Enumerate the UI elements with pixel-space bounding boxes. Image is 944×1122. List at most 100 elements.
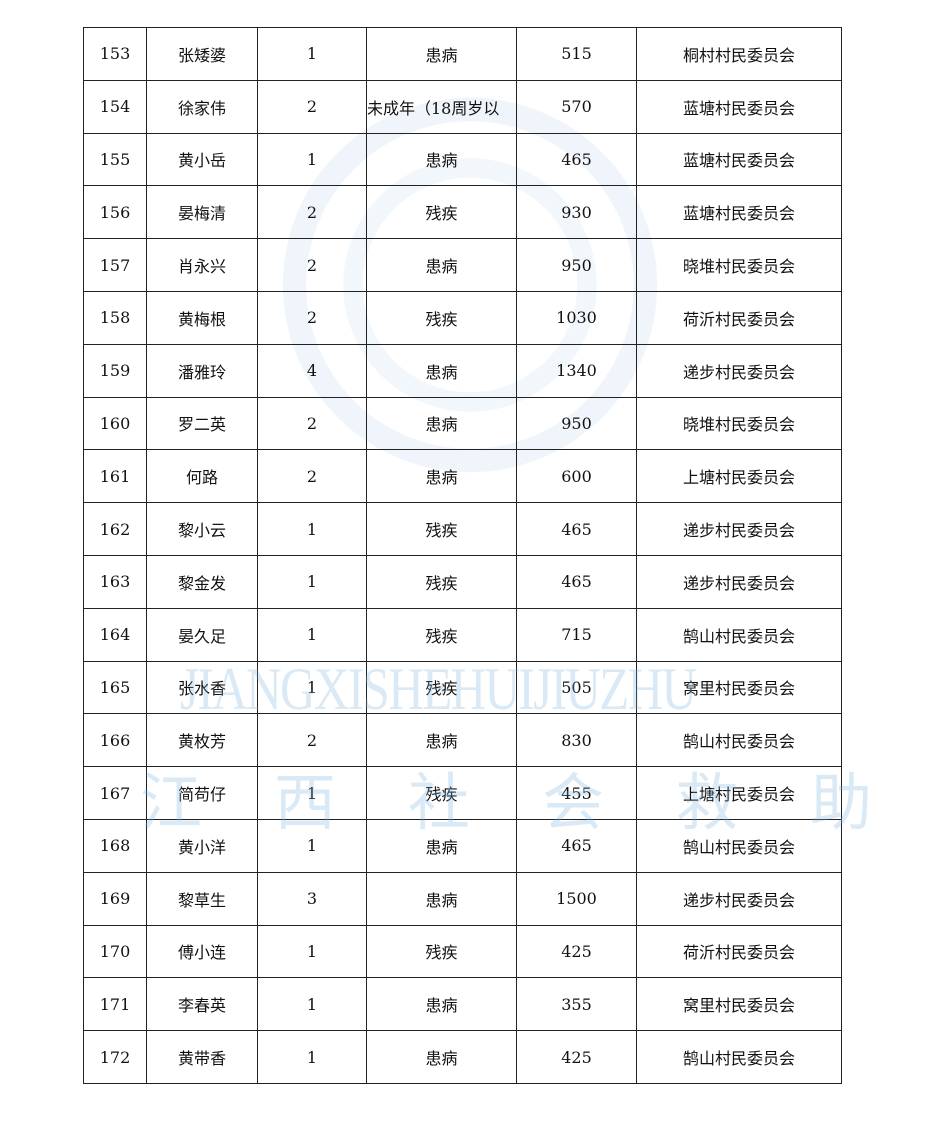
cell-village-committee: 鹄山村民委员会 <box>636 607 842 662</box>
cell-row-number: 172 <box>83 1030 147 1084</box>
cell-name: 黄枚芳 <box>146 713 258 768</box>
cell-amount: 930 <box>516 185 637 240</box>
cell-amount: 830 <box>516 713 637 768</box>
cell-village-committee: 荷沂村民委员会 <box>636 924 842 979</box>
cell-reason: 患病 <box>366 818 517 873</box>
cell-name: 张水香 <box>146 660 258 715</box>
cell-row-number: 165 <box>83 660 147 715</box>
cell-amount: 425 <box>516 924 637 979</box>
cell-reason: 残疾 <box>366 607 517 662</box>
cell-village-committee: 窝里村民委员会 <box>636 660 842 715</box>
cell-row-number: 167 <box>83 766 147 820</box>
cell-amount: 1500 <box>516 871 637 926</box>
cell-row-number: 153 <box>83 27 147 81</box>
table-row: 157 肖永兴 2 患病 950 晓堆村民委员会 <box>83 238 842 292</box>
cell-amount: 465 <box>516 554 637 609</box>
table-row: 160 罗二英 2 患病 950 晓堆村民委员会 <box>83 396 842 451</box>
cell-amount: 950 <box>516 396 637 451</box>
cell-reason: 未成年（18周岁以 <box>366 79 517 134</box>
cell-name: 罗二英 <box>146 396 258 451</box>
cell-row-number: 161 <box>83 449 147 504</box>
cell-household-size: 4 <box>257 343 367 398</box>
cell-household-size: 2 <box>257 185 367 240</box>
cell-amount: 950 <box>516 238 637 292</box>
cell-amount: 455 <box>516 766 637 820</box>
cell-village-committee: 递步村民委员会 <box>636 871 842 926</box>
cell-village-committee: 蓝塘村民委员会 <box>636 185 842 240</box>
cell-row-number: 169 <box>83 871 147 926</box>
cell-household-size: 1 <box>257 27 367 81</box>
cell-reason: 残疾 <box>366 924 517 979</box>
cell-row-number: 158 <box>83 290 147 345</box>
cell-amount: 515 <box>516 27 637 81</box>
cell-village-committee: 晓堆村民委员会 <box>636 238 842 292</box>
cell-reason: 患病 <box>366 871 517 926</box>
cell-village-committee: 晓堆村民委员会 <box>636 396 842 451</box>
cell-row-number: 160 <box>83 396 147 451</box>
table-row: 170 傅小连 1 残疾 425 荷沂村民委员会 <box>83 924 842 979</box>
cell-household-size: 1 <box>257 554 367 609</box>
cell-reason: 残疾 <box>366 554 517 609</box>
table-row: 155 黄小岳 1 患病 465 蓝塘村民委员会 <box>83 132 842 187</box>
cell-amount: 715 <box>516 607 637 662</box>
cell-reason: 患病 <box>366 27 517 81</box>
cell-row-number: 154 <box>83 79 147 134</box>
cell-name: 徐家伟 <box>146 79 258 134</box>
cell-amount: 355 <box>516 977 637 1032</box>
cell-village-committee: 蓝塘村民委员会 <box>636 132 842 187</box>
table-row: 159 潘雅玲 4 患病 1340 递步村民委员会 <box>83 343 842 398</box>
cell-village-committee: 窝里村民委员会 <box>636 977 842 1032</box>
cell-amount: 465 <box>516 132 637 187</box>
table-row: 171 李春英 1 患病 355 窝里村民委员会 <box>83 977 842 1032</box>
cell-name: 黎草生 <box>146 871 258 926</box>
cell-amount: 1340 <box>516 343 637 398</box>
cell-row-number: 156 <box>83 185 147 240</box>
cell-village-committee: 递步村民委员会 <box>636 554 842 609</box>
table-row: 161 何路 2 患病 600 上塘村民委员会 <box>83 449 842 504</box>
cell-name: 潘雅玲 <box>146 343 258 398</box>
table-row: 172 黄带香 1 患病 425 鹄山村民委员会 <box>83 1030 842 1084</box>
cell-household-size: 1 <box>257 818 367 873</box>
table-row: 162 黎小云 1 残疾 465 递步村民委员会 <box>83 502 842 556</box>
cell-row-number: 163 <box>83 554 147 609</box>
cell-row-number: 166 <box>83 713 147 768</box>
cell-name: 李春英 <box>146 977 258 1032</box>
cell-row-number: 155 <box>83 132 147 187</box>
cell-name: 晏久足 <box>146 607 258 662</box>
cell-village-committee: 蓝塘村民委员会 <box>636 79 842 134</box>
table-row: 166 黄枚芳 2 患病 830 鹄山村民委员会 <box>83 713 842 768</box>
cell-amount: 465 <box>516 502 637 556</box>
cell-name: 傅小连 <box>146 924 258 979</box>
cell-reason: 患病 <box>366 977 517 1032</box>
cell-amount: 505 <box>516 660 637 715</box>
cell-village-committee: 鹄山村民委员会 <box>636 1030 842 1084</box>
table-row: 153 张矮婆 1 患病 515 桐村村民委员会 <box>83 27 842 81</box>
cell-name: 晏梅清 <box>146 185 258 240</box>
cell-village-committee: 递步村民委员会 <box>636 502 842 556</box>
cell-row-number: 168 <box>83 818 147 873</box>
cell-name: 黎小云 <box>146 502 258 556</box>
cell-name: 黎金发 <box>146 554 258 609</box>
cell-name: 黄小岳 <box>146 132 258 187</box>
cell-reason: 患病 <box>366 343 517 398</box>
table-row: 168 黄小洋 1 患病 465 鹄山村民委员会 <box>83 818 842 873</box>
cell-amount: 425 <box>516 1030 637 1084</box>
table-row: 163 黎金发 1 残疾 465 递步村民委员会 <box>83 554 842 609</box>
cell-household-size: 3 <box>257 871 367 926</box>
cell-name: 黄小洋 <box>146 818 258 873</box>
cell-row-number: 170 <box>83 924 147 979</box>
cell-name: 黄梅根 <box>146 290 258 345</box>
cell-name: 黄带香 <box>146 1030 258 1084</box>
table-row: 169 黎草生 3 患病 1500 递步村民委员会 <box>83 871 842 926</box>
table-row: 165 张水香 1 残疾 505 窝里村民委员会 <box>83 660 842 715</box>
cell-household-size: 1 <box>257 1030 367 1084</box>
table-row: 158 黄梅根 2 残疾 1030 荷沂村民委员会 <box>83 290 842 345</box>
cell-reason: 残疾 <box>366 502 517 556</box>
cell-village-committee: 上塘村民委员会 <box>636 766 842 820</box>
cell-reason: 残疾 <box>366 185 517 240</box>
cell-name: 何路 <box>146 449 258 504</box>
cell-household-size: 2 <box>257 396 367 451</box>
cell-household-size: 1 <box>257 502 367 556</box>
cell-household-size: 2 <box>257 713 367 768</box>
table-row: 156 晏梅清 2 残疾 930 蓝塘村民委员会 <box>83 185 842 240</box>
